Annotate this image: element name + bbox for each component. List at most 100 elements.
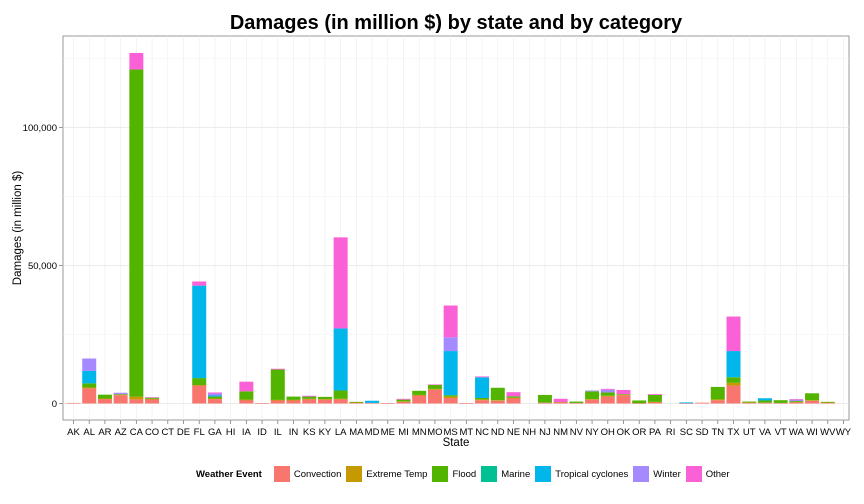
legend-label: Convection xyxy=(293,468,342,480)
bar-segment xyxy=(553,402,568,403)
bar-segment xyxy=(380,403,395,404)
bar-segment xyxy=(333,390,348,399)
bar-segment xyxy=(113,395,128,404)
bar-segment xyxy=(207,395,222,397)
bar-segment xyxy=(805,393,820,401)
x-tick-label: NJ xyxy=(539,427,551,438)
x-tick-label: NC xyxy=(475,427,489,438)
bar-segment xyxy=(82,358,97,371)
bar-segment xyxy=(726,351,741,378)
x-tick-label: FL xyxy=(194,427,205,438)
bar-segment xyxy=(302,395,317,397)
bar-segment xyxy=(632,403,647,404)
chart-title: Damages (in million $) by state and by c… xyxy=(229,12,683,34)
legend-label: Other xyxy=(705,468,730,480)
bar-segment xyxy=(695,402,710,404)
bar-segment xyxy=(742,402,757,403)
bar-segment xyxy=(585,390,600,392)
x-tick-label: AK xyxy=(67,427,80,438)
y-axis: 0 50,000 100,000 xyxy=(23,123,63,410)
legend-key xyxy=(633,466,650,482)
bar-segment xyxy=(396,398,411,400)
bar-segment xyxy=(443,337,458,352)
bar-segment xyxy=(757,402,772,404)
bar-segment xyxy=(537,394,552,403)
x-tick-label: RI xyxy=(666,427,676,438)
bar-segment xyxy=(286,396,301,400)
x-tick-label: NH xyxy=(522,427,536,438)
bar-segment xyxy=(239,399,254,404)
legend: Weather Event Convection Extreme Temp Floo… xyxy=(196,464,735,484)
bar-segment xyxy=(349,402,364,404)
x-tick-label: AR xyxy=(98,427,111,438)
bar-segment xyxy=(773,400,788,403)
x-tick-label: TX xyxy=(727,427,740,438)
bar-segment xyxy=(616,394,631,396)
bar-segment xyxy=(569,401,584,403)
bar-segment xyxy=(427,389,442,404)
bar-segment xyxy=(585,399,600,404)
bar-segment xyxy=(820,402,835,404)
bar-segment xyxy=(443,397,458,404)
x-tick-label: KY xyxy=(319,427,332,438)
y-tick-label: 0 xyxy=(52,399,57,410)
bar-segment xyxy=(427,388,442,390)
bar-segment xyxy=(647,394,662,395)
x-tick-label: NM xyxy=(553,427,568,438)
x-tick-label: ND xyxy=(491,427,505,438)
bar-segment xyxy=(616,394,631,395)
legend-item: Flood xyxy=(432,466,476,482)
bar-segment xyxy=(129,52,144,70)
bar-segment xyxy=(113,394,128,395)
bar-segment xyxy=(789,401,804,402)
x-tick-label: WY xyxy=(836,427,852,438)
legend-item: Other xyxy=(685,466,730,482)
x-tick-label: WV xyxy=(820,427,836,438)
bar-segment xyxy=(82,383,97,388)
bar-segment xyxy=(192,385,207,386)
x-tick-label: KS xyxy=(303,427,316,438)
bar-segment xyxy=(113,392,128,395)
x-tick-label: GA xyxy=(208,427,222,438)
bar-segment xyxy=(679,402,694,404)
x-tick-label: NY xyxy=(585,427,599,438)
x-tick-label: OR xyxy=(632,427,646,438)
bar-segment xyxy=(443,351,458,396)
bar-segment xyxy=(129,396,144,400)
bar-segment xyxy=(412,395,427,404)
bar-segment xyxy=(726,377,741,383)
bar-segment xyxy=(585,399,600,400)
bar-segment xyxy=(97,399,112,404)
legend-title: Weather Event xyxy=(196,468,262,480)
y-tick-label: 50,000 xyxy=(28,261,57,272)
x-tick-label: MA xyxy=(349,427,364,438)
x-tick-label: ME xyxy=(381,427,395,438)
bar-segment xyxy=(789,399,804,400)
bar-segment xyxy=(97,394,112,399)
x-axis: AK AL AR AZ CA CO CT DE FL GA HI IA ID IL IN KS KY LA MA MD… xyxy=(67,420,852,438)
bar-segment xyxy=(506,392,521,397)
legend-label: Extreme Temp xyxy=(366,468,428,480)
bar-segment xyxy=(82,370,97,384)
bar-segment xyxy=(349,402,364,403)
bar-segment xyxy=(192,281,207,286)
x-tick-label: MD xyxy=(365,427,380,438)
bar-segment xyxy=(129,69,144,397)
bar-segment xyxy=(789,402,804,404)
x-tick-label: CT xyxy=(161,427,174,438)
bar-segment xyxy=(317,399,332,400)
legend-item: Winter xyxy=(633,466,681,482)
bar-segment xyxy=(333,237,348,329)
legend-label: Flood xyxy=(452,468,477,480)
bar-segment xyxy=(443,305,458,338)
legend-label: Tropical cyclones xyxy=(555,468,629,480)
bar-segment xyxy=(726,316,741,352)
bar-segment xyxy=(207,398,222,400)
x-tick-label: HI xyxy=(226,427,236,438)
bar-segment xyxy=(805,400,820,401)
bar-segment xyxy=(710,386,725,400)
x-tick-label: OH xyxy=(601,427,615,438)
bar-segment xyxy=(207,396,222,399)
bar-segment xyxy=(490,400,505,404)
y-axis-title: Damages (in million $) xyxy=(12,171,24,286)
